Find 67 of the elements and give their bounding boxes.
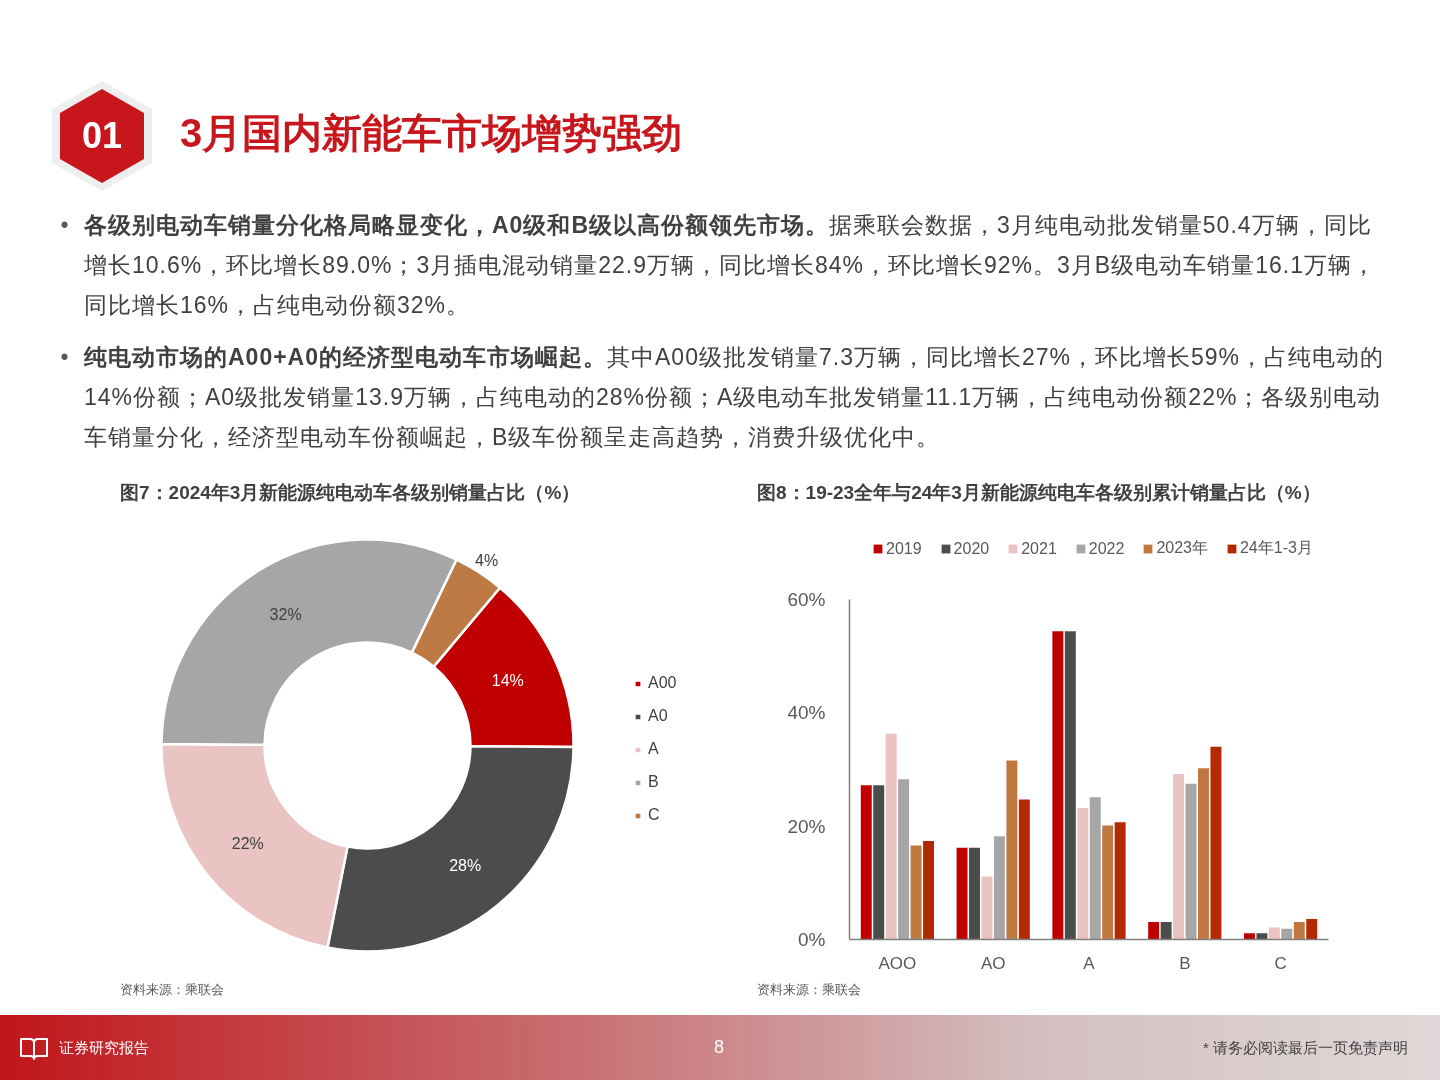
legend-label: 2023年 — [1156, 538, 1208, 558]
bar — [1102, 825, 1114, 940]
bar — [910, 845, 922, 940]
bar — [898, 779, 910, 940]
bar — [969, 847, 980, 940]
bar — [1064, 631, 1076, 940]
text: 3月国内新能车市场增势强劲 — [180, 110, 683, 157]
bar — [1256, 933, 1268, 940]
bar — [923, 840, 935, 940]
text: 证券研究报告 — [59, 1038, 149, 1058]
data-label: 32% — [269, 605, 302, 623]
text: 资料来源：乘联会 — [757, 981, 862, 999]
data-label: 4% — [475, 552, 499, 570]
legend-label: B — [648, 772, 660, 792]
bar — [1293, 921, 1305, 940]
x-tick-label: AOO — [878, 953, 917, 973]
bar — [1089, 797, 1101, 940]
bar — [1006, 760, 1018, 940]
x-tick-label: A — [1083, 953, 1096, 973]
data-label: 14% — [491, 672, 524, 690]
text: 资料来源：乘联会 — [120, 981, 225, 999]
bar — [1210, 746, 1222, 940]
bar — [885, 733, 897, 940]
bar — [873, 785, 885, 940]
y-tick-label: 40% — [787, 702, 826, 724]
text: 纯电动市场的A00+A0的经济型电动车市场崛起。 — [84, 344, 608, 370]
bar — [1198, 768, 1209, 940]
bar — [956, 847, 968, 940]
text: * 请务必阅读最后一页免责声明 — [1202, 1038, 1408, 1058]
bar — [860, 785, 872, 940]
legend-label: 24年1-3月 — [1239, 538, 1313, 558]
bar — [1281, 928, 1293, 940]
y-tick-label: 20% — [787, 815, 826, 837]
bar — [981, 876, 993, 940]
legend-label: 2020 — [953, 538, 990, 559]
text: 8 — [714, 1036, 725, 1059]
bar — [1185, 783, 1197, 940]
bar — [1018, 799, 1030, 940]
bar — [1268, 927, 1280, 940]
y-tick-label: 0% — [798, 929, 826, 950]
legend-label: A — [648, 739, 660, 759]
chart-title: 图8：19-23全年与24年3月新能源纯电车各级别累计销量占比（%） — [756, 481, 1322, 505]
bar — [1160, 921, 1172, 940]
y-tick-label: 60% — [787, 589, 826, 610]
bar — [993, 836, 1005, 940]
legend-label: A0 — [648, 706, 668, 726]
chart-title: 图7：2024年3月新能源纯电动车各级别销量占比（%） — [119, 481, 582, 505]
bar — [1148, 921, 1160, 940]
text: • — [59, 343, 71, 372]
legend-label: 2022 — [1088, 538, 1125, 559]
text: • — [59, 211, 71, 240]
text: 各级别电动车销量分化格局略显变化，A0级和B级以高份额领先市场。 — [84, 212, 829, 238]
bar — [1173, 774, 1185, 940]
bar — [1077, 808, 1089, 940]
x-tick-label: C — [1274, 953, 1287, 973]
legend-label: A00 — [648, 673, 677, 693]
x-tick-label: AO — [980, 953, 1006, 973]
data-label: 22% — [231, 834, 264, 852]
bar — [1052, 631, 1064, 940]
legend-label: 2021 — [1021, 538, 1057, 559]
x-tick-label: B — [1179, 953, 1191, 973]
data-label: 28% — [449, 856, 482, 874]
bar — [1243, 933, 1255, 940]
bar — [1306, 919, 1318, 940]
legend-label: 2019 — [886, 538, 922, 559]
bar — [1114, 822, 1126, 940]
legend-label: C — [648, 805, 661, 825]
